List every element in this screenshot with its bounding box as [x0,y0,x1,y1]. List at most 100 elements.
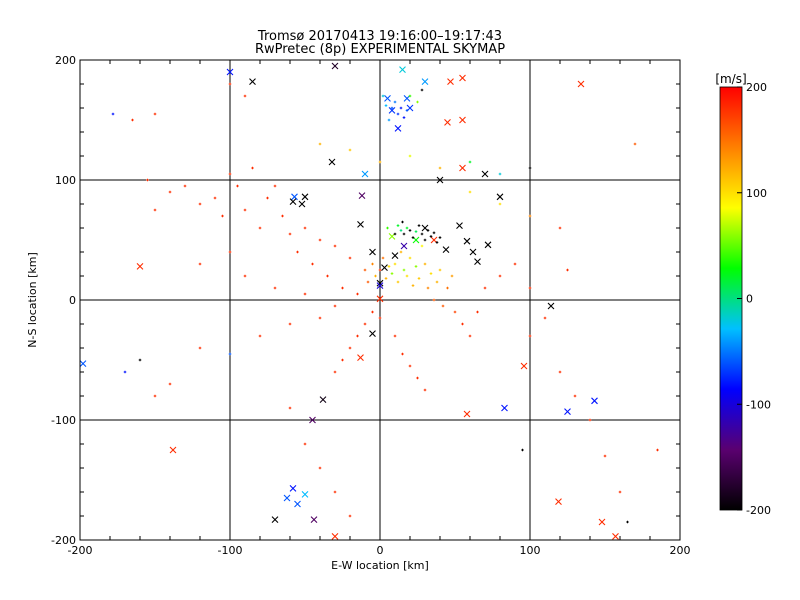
data-point-plus [384,104,388,107]
data-point-plus [258,334,262,338]
data-point-plus [450,274,454,278]
data-point-x [564,408,571,415]
data-point-plus [153,112,157,116]
data-point-x [463,410,471,418]
data-point-plus [426,229,430,232]
data-point-plus [435,241,439,244]
data-point-x [294,500,301,508]
data-point-plus [438,268,442,272]
data-point-plus [243,94,247,98]
data-point-x [612,533,619,540]
data-point-plus [318,238,322,242]
x-axis-label: E-W location [km] [331,559,429,572]
y-tick-label: -200 [51,534,76,547]
data-point-plus [423,238,427,242]
data-point-plus [408,94,412,98]
data-point-x [381,264,388,271]
data-point-x [447,78,454,85]
data-point-plus [566,268,569,272]
data-point-plus [416,100,419,104]
data-point-plus [402,268,406,272]
data-point-plus [378,316,382,320]
data-point-plus [399,229,403,232]
data-point-x [361,170,369,178]
data-point-x [226,68,234,76]
data-point-x [399,66,406,73]
data-point-x [577,80,585,88]
data-point-plus [498,172,502,176]
data-point-x [481,170,489,178]
data-point-plus [384,277,388,280]
data-point-plus [656,448,659,452]
data-point-plus [396,280,400,284]
data-point-x [394,125,402,132]
data-point-plus [228,172,232,176]
data-point-plus [243,274,247,278]
data-point-x [442,246,450,253]
data-point-plus [333,304,337,308]
data-point-plus [273,184,277,188]
colorbar-tick-label: -200 [746,504,771,517]
data-point-plus [303,442,307,446]
data-point-x [271,516,279,523]
data-point-plus [528,286,532,290]
data-point-plus [438,166,442,170]
data-point-plus [498,274,502,278]
data-point-plus [420,88,424,92]
data-point-x [456,222,463,229]
data-point-plus [251,166,254,170]
data-point-plus [414,265,418,268]
data-point-plus [528,214,532,218]
data-point-plus [414,230,418,233]
data-point-x [598,518,606,526]
data-point-x [169,446,177,454]
data-point-plus [401,220,404,224]
data-point-plus [393,262,397,266]
y-ticks: -200 -100 0 100 200 [51,54,680,547]
data-point-plus [396,112,400,116]
data-point-plus [371,262,374,266]
data-point-plus [378,160,382,164]
data-point-plus [411,284,415,287]
data-point-x [520,362,528,370]
colorbar-tick-label: 0 [746,293,753,306]
data-point-plus [341,286,344,290]
data-point-plus [183,184,187,188]
data-point-x [298,200,306,208]
data-point-x [291,193,298,201]
data-point-plus [348,256,352,260]
data-point-plus [221,214,224,218]
data-point-plus [408,154,412,158]
data-point-plus [288,232,292,236]
data-point-plus [521,448,524,452]
chart-subtitle: RwPretec (8p) EXPERIMENTAL SKYMAP [255,42,505,57]
x-tick-label: 200 [670,544,691,557]
data-point-plus [417,277,421,280]
data-point-plus [138,358,142,362]
chart-title: Tromsø 20170413 19:16:00–19:17:43 [257,29,502,44]
data-point-x [463,237,471,245]
data-point-plus [468,334,472,338]
data-point-plus [405,274,409,278]
data-point-plus [374,274,377,278]
data-point-plus [266,196,269,200]
data-point-plus [198,346,202,350]
y-tick-label: 100 [55,174,76,187]
data-point-plus [228,352,232,356]
data-point-plus [420,232,424,236]
data-point-plus [438,236,442,239]
data-point-plus [168,382,172,386]
data-point-plus [288,406,292,410]
data-point-plus [348,346,352,350]
data-point-plus [303,226,307,230]
data-point-x [400,242,408,250]
x-tick-label: 100 [520,544,541,557]
data-point-x [376,282,384,289]
data-point-plus [273,286,277,290]
data-point-x [484,241,492,249]
data-point-plus [626,520,629,524]
data-point-plus [402,116,406,119]
data-point-x [496,193,504,201]
data-point-plus [386,226,389,230]
data-point-x [459,164,466,172]
